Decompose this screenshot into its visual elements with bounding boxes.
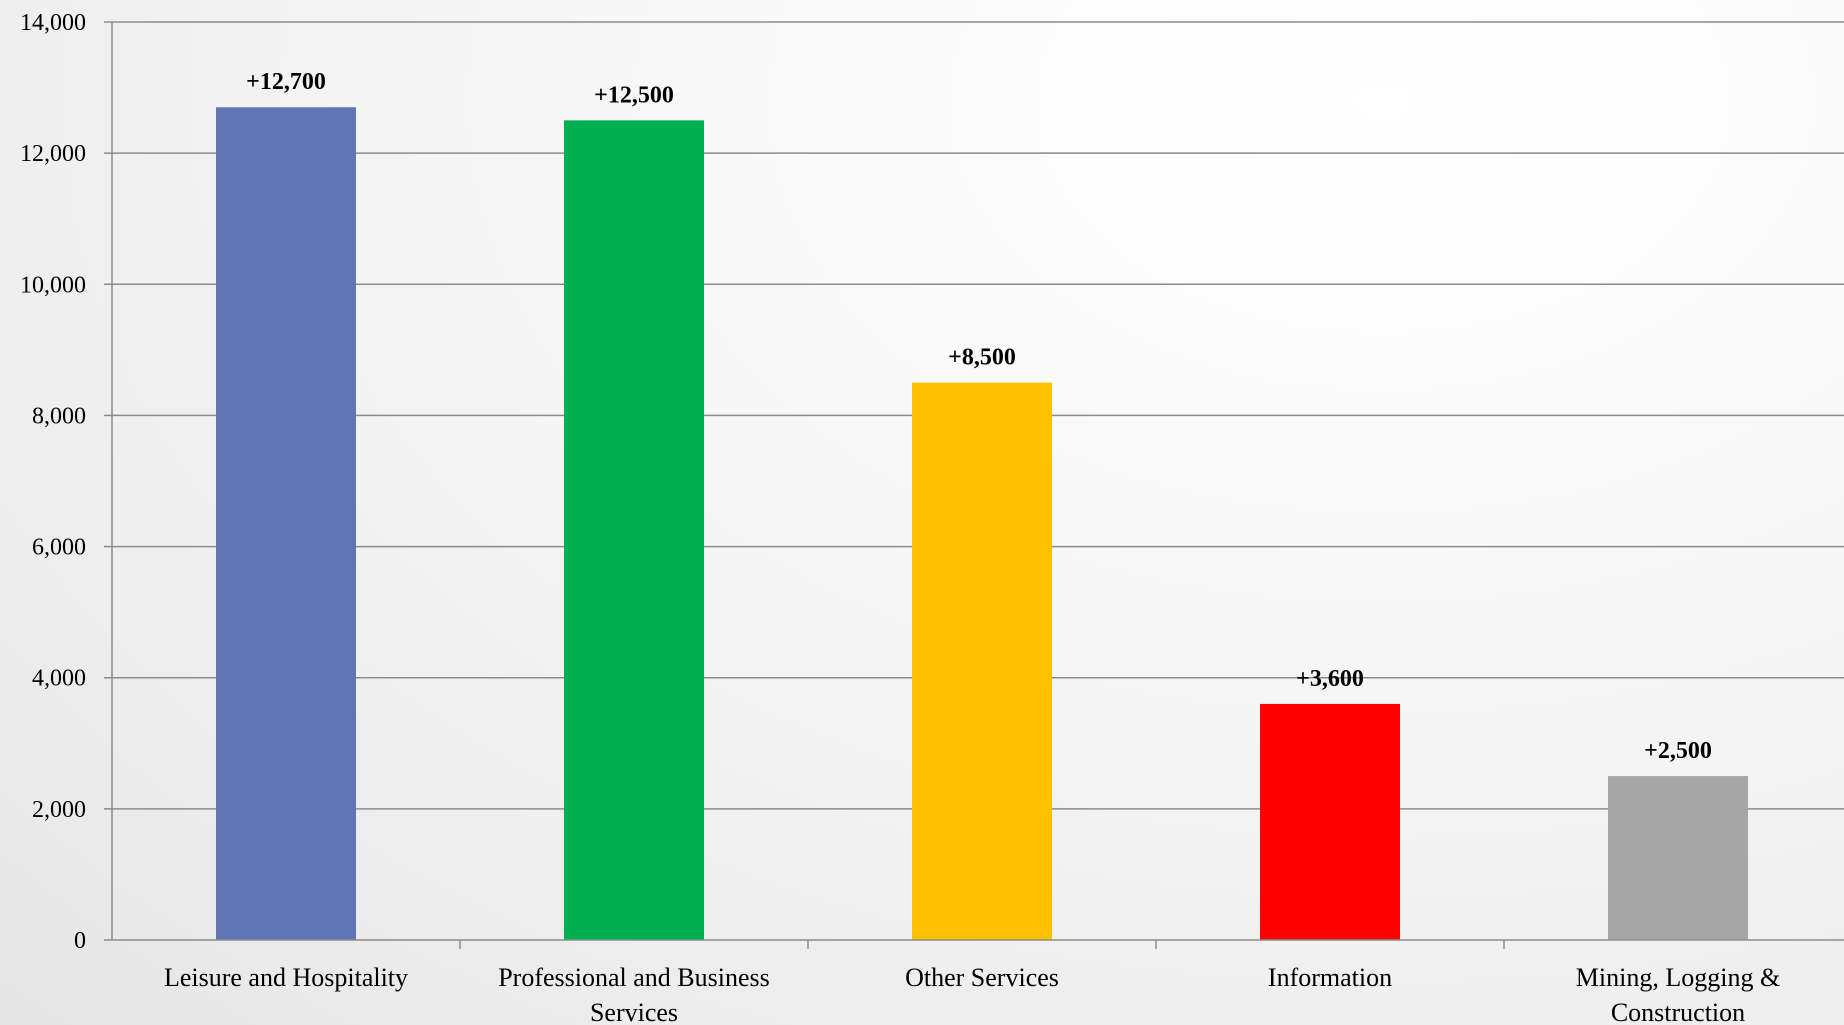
- bar: [912, 382, 1052, 941]
- x-category-label-line: Mining, Logging &: [1576, 963, 1780, 992]
- y-tick-label: 0: [74, 928, 86, 954]
- y-tick-label: 8,000: [32, 403, 86, 429]
- x-category-label-line: Professional and Business: [498, 963, 770, 992]
- y-tick-label: 6,000: [32, 535, 86, 561]
- x-category-label-line: Leisure and Hospitality: [164, 963, 408, 992]
- x-category-label-line: Services: [590, 998, 678, 1025]
- y-tick-label: 10,000: [20, 272, 86, 298]
- x-category-label-line: Other Services: [905, 963, 1059, 992]
- data-label: +3,600: [1296, 666, 1364, 692]
- bar: [1608, 776, 1748, 940]
- bar: [216, 107, 356, 940]
- x-category-label-line: Information: [1268, 963, 1392, 992]
- data-label: +2,500: [1644, 738, 1712, 764]
- x-category-label: Mining, Logging & Construction: [1576, 963, 1780, 1025]
- x-category-label: Professional and Business Services: [498, 963, 770, 1025]
- data-label: +12,500: [594, 82, 674, 108]
- x-category-label-line: Construction: [1611, 998, 1745, 1025]
- data-label: +12,700: [246, 69, 326, 95]
- x-category-label: Other Services: [905, 963, 1059, 992]
- x-category-label: Leisure and Hospitality: [164, 963, 408, 992]
- labels: 0 2,000 4,000 6,000 8,000 10,000 12,000 14,000 +…: [20, 10, 1780, 1025]
- data-label: +8,500: [948, 345, 1016, 371]
- y-tick-label: 2,000: [32, 797, 86, 823]
- bar: [1260, 703, 1400, 940]
- y-tick-label: 4,000: [32, 666, 86, 692]
- x-category-label: Information: [1268, 963, 1392, 992]
- y-tick-label: 14,000: [20, 10, 86, 36]
- y-tick-label: 12,000: [20, 141, 86, 167]
- bar: [564, 120, 704, 941]
- axes: [104, 21, 1844, 949]
- bars: [216, 107, 1748, 941]
